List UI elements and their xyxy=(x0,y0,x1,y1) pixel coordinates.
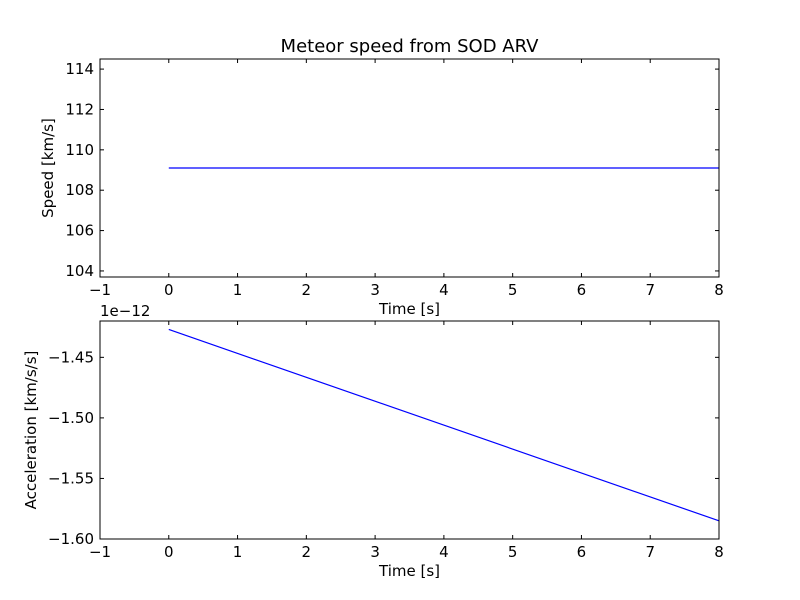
x-tick-label: 6 xyxy=(577,281,587,299)
y-tick-label: 114 xyxy=(65,60,94,78)
x-tick-label: 3 xyxy=(370,543,380,561)
x-tick-label: 5 xyxy=(508,543,518,561)
x-tick-label: −1 xyxy=(89,543,111,561)
x-tick-label: 1 xyxy=(233,281,243,299)
x-tick-label: 6 xyxy=(577,543,587,561)
chart-title: Meteor speed from SOD ARV xyxy=(281,36,540,57)
y-tick-label: −1.50 xyxy=(48,409,94,427)
series-line xyxy=(168,328,720,522)
y-axis-label: Acceleration [km/s/s] xyxy=(22,351,40,510)
plot-frame xyxy=(99,58,720,278)
x-tick-label: 3 xyxy=(370,281,380,299)
y-tick-label: 106 xyxy=(65,222,94,240)
y-tick-label: 108 xyxy=(65,181,94,199)
x-tick-label: 4 xyxy=(439,543,449,561)
y-axis-label: Speed [km/s] xyxy=(39,118,57,218)
x-axis-label: Time [s] xyxy=(378,562,440,580)
plot-frame xyxy=(99,320,720,540)
x-tick-label: 4 xyxy=(439,281,449,299)
x-tick-label: 0 xyxy=(164,281,174,299)
x-tick-label: 1 xyxy=(233,543,243,561)
y-tick-label: 104 xyxy=(65,262,94,280)
x-tick-label: 2 xyxy=(302,543,312,561)
speed-panel: −1 0 1 2 3 4 5 6 7 8 104 106 108 110 112 114 Time [s] Spe… xyxy=(39,36,724,318)
x-tick-label: 8 xyxy=(714,281,724,299)
x-tick-label: 7 xyxy=(645,281,655,299)
y-tick-label: −1.55 xyxy=(48,469,94,487)
y-tick-label: −1.60 xyxy=(48,530,94,548)
x-tick-label: −1 xyxy=(89,281,111,299)
x-tick-label: 5 xyxy=(508,281,518,299)
x-tick-label: 2 xyxy=(302,281,312,299)
acceleration-panel: −1 0 1 2 3 4 5 6 7 8 −1.60 −1.55 −1.50 −1.45 Time [s] A… xyxy=(22,302,724,580)
y-tick-label: −1.45 xyxy=(48,348,94,366)
y-tick-label: 110 xyxy=(65,141,94,159)
x-tick-label: 8 xyxy=(714,543,724,561)
y-tick-label: 112 xyxy=(65,100,94,118)
x-axis-label: Time [s] xyxy=(378,300,440,318)
axis-offset-text: 1e−12 xyxy=(100,302,150,320)
x-tick-label: 7 xyxy=(645,543,655,561)
x-tick-label: 0 xyxy=(164,543,174,561)
